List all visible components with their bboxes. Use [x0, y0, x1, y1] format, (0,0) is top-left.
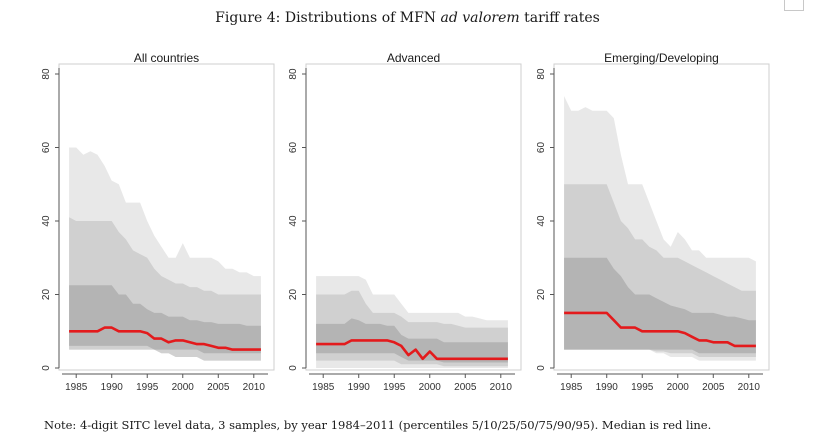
chart-panel: Advanced 0 20 40 60 80 1985 1990 1995 2000 2005 201… [288, 51, 522, 393]
median-line [564, 311, 756, 348]
x-tick-label: 2005 [454, 382, 477, 393]
figure-title-prefix: Figure 4: Distributions of MFN [215, 10, 441, 26]
y-tick-label: 20 [41, 289, 52, 301]
y-tick-label: 40 [288, 215, 299, 227]
corner-frame [784, 0, 804, 11]
x-tick-label: 2000 [172, 382, 195, 393]
median-line [69, 326, 261, 351]
x-tick-label: 1985 [560, 382, 583, 393]
x-tick-label: 1985 [65, 382, 88, 393]
x-tick-label: 2005 [702, 382, 725, 393]
x-tick-label: 2010 [738, 382, 761, 393]
band-p25-p75 [69, 285, 261, 354]
x-tick-label: 1990 [101, 382, 124, 393]
x-tick-label: 2005 [207, 382, 230, 393]
x-tick-label: 1995 [136, 382, 159, 393]
y-tick-label: 20 [288, 289, 299, 301]
x-tick-label: 1995 [383, 382, 406, 393]
band-p25-p75 [564, 257, 756, 354]
x-tick-label: 1990 [348, 382, 371, 393]
chart-title: Emerging/Developing [604, 51, 719, 65]
y-tick-label: 80 [288, 68, 299, 80]
x-tick-label: 2010 [490, 382, 513, 393]
y-tick-label: 0 [288, 365, 299, 371]
y-tick-label: 20 [536, 289, 547, 301]
chart-title: Advanced [387, 51, 440, 65]
y-tick-label: 60 [288, 142, 299, 154]
y-tick-label: 60 [536, 142, 547, 154]
y-tick-label: 60 [41, 142, 52, 154]
band-p25-p75 [316, 318, 508, 363]
y-tick-label: 40 [536, 215, 547, 227]
y-tick-label: 40 [41, 215, 52, 227]
x-tick-label: 1985 [312, 382, 335, 393]
x-tick-label: 2000 [419, 382, 442, 393]
y-tick-label: 80 [41, 68, 52, 80]
chart-title: All countries [134, 51, 199, 65]
y-tick-label: 0 [536, 365, 547, 371]
figure-note: Note: 4-digit SITC level data, 3 samples… [44, 418, 712, 432]
y-tick-label: 80 [536, 68, 547, 80]
chart-panel: All countries 0 20 40 60 80 1985 1990 1995 2000 20… [41, 51, 275, 393]
x-tick-label: 2000 [667, 382, 690, 393]
figure-title-italic: ad valorem [440, 10, 520, 26]
figure-title: Figure 4: Distributions of MFN ad valore… [0, 10, 815, 26]
figure-title-suffix: tariff rates [519, 10, 600, 26]
chart-panel: Emerging/Developing 0 20 40 60 80 1985 1990 1995… [536, 51, 770, 393]
y-tick-label: 0 [41, 365, 52, 371]
x-tick-label: 1995 [631, 382, 654, 393]
x-tick-label: 1990 [596, 382, 619, 393]
x-tick-label: 2010 [243, 382, 266, 393]
median-line [316, 339, 508, 361]
